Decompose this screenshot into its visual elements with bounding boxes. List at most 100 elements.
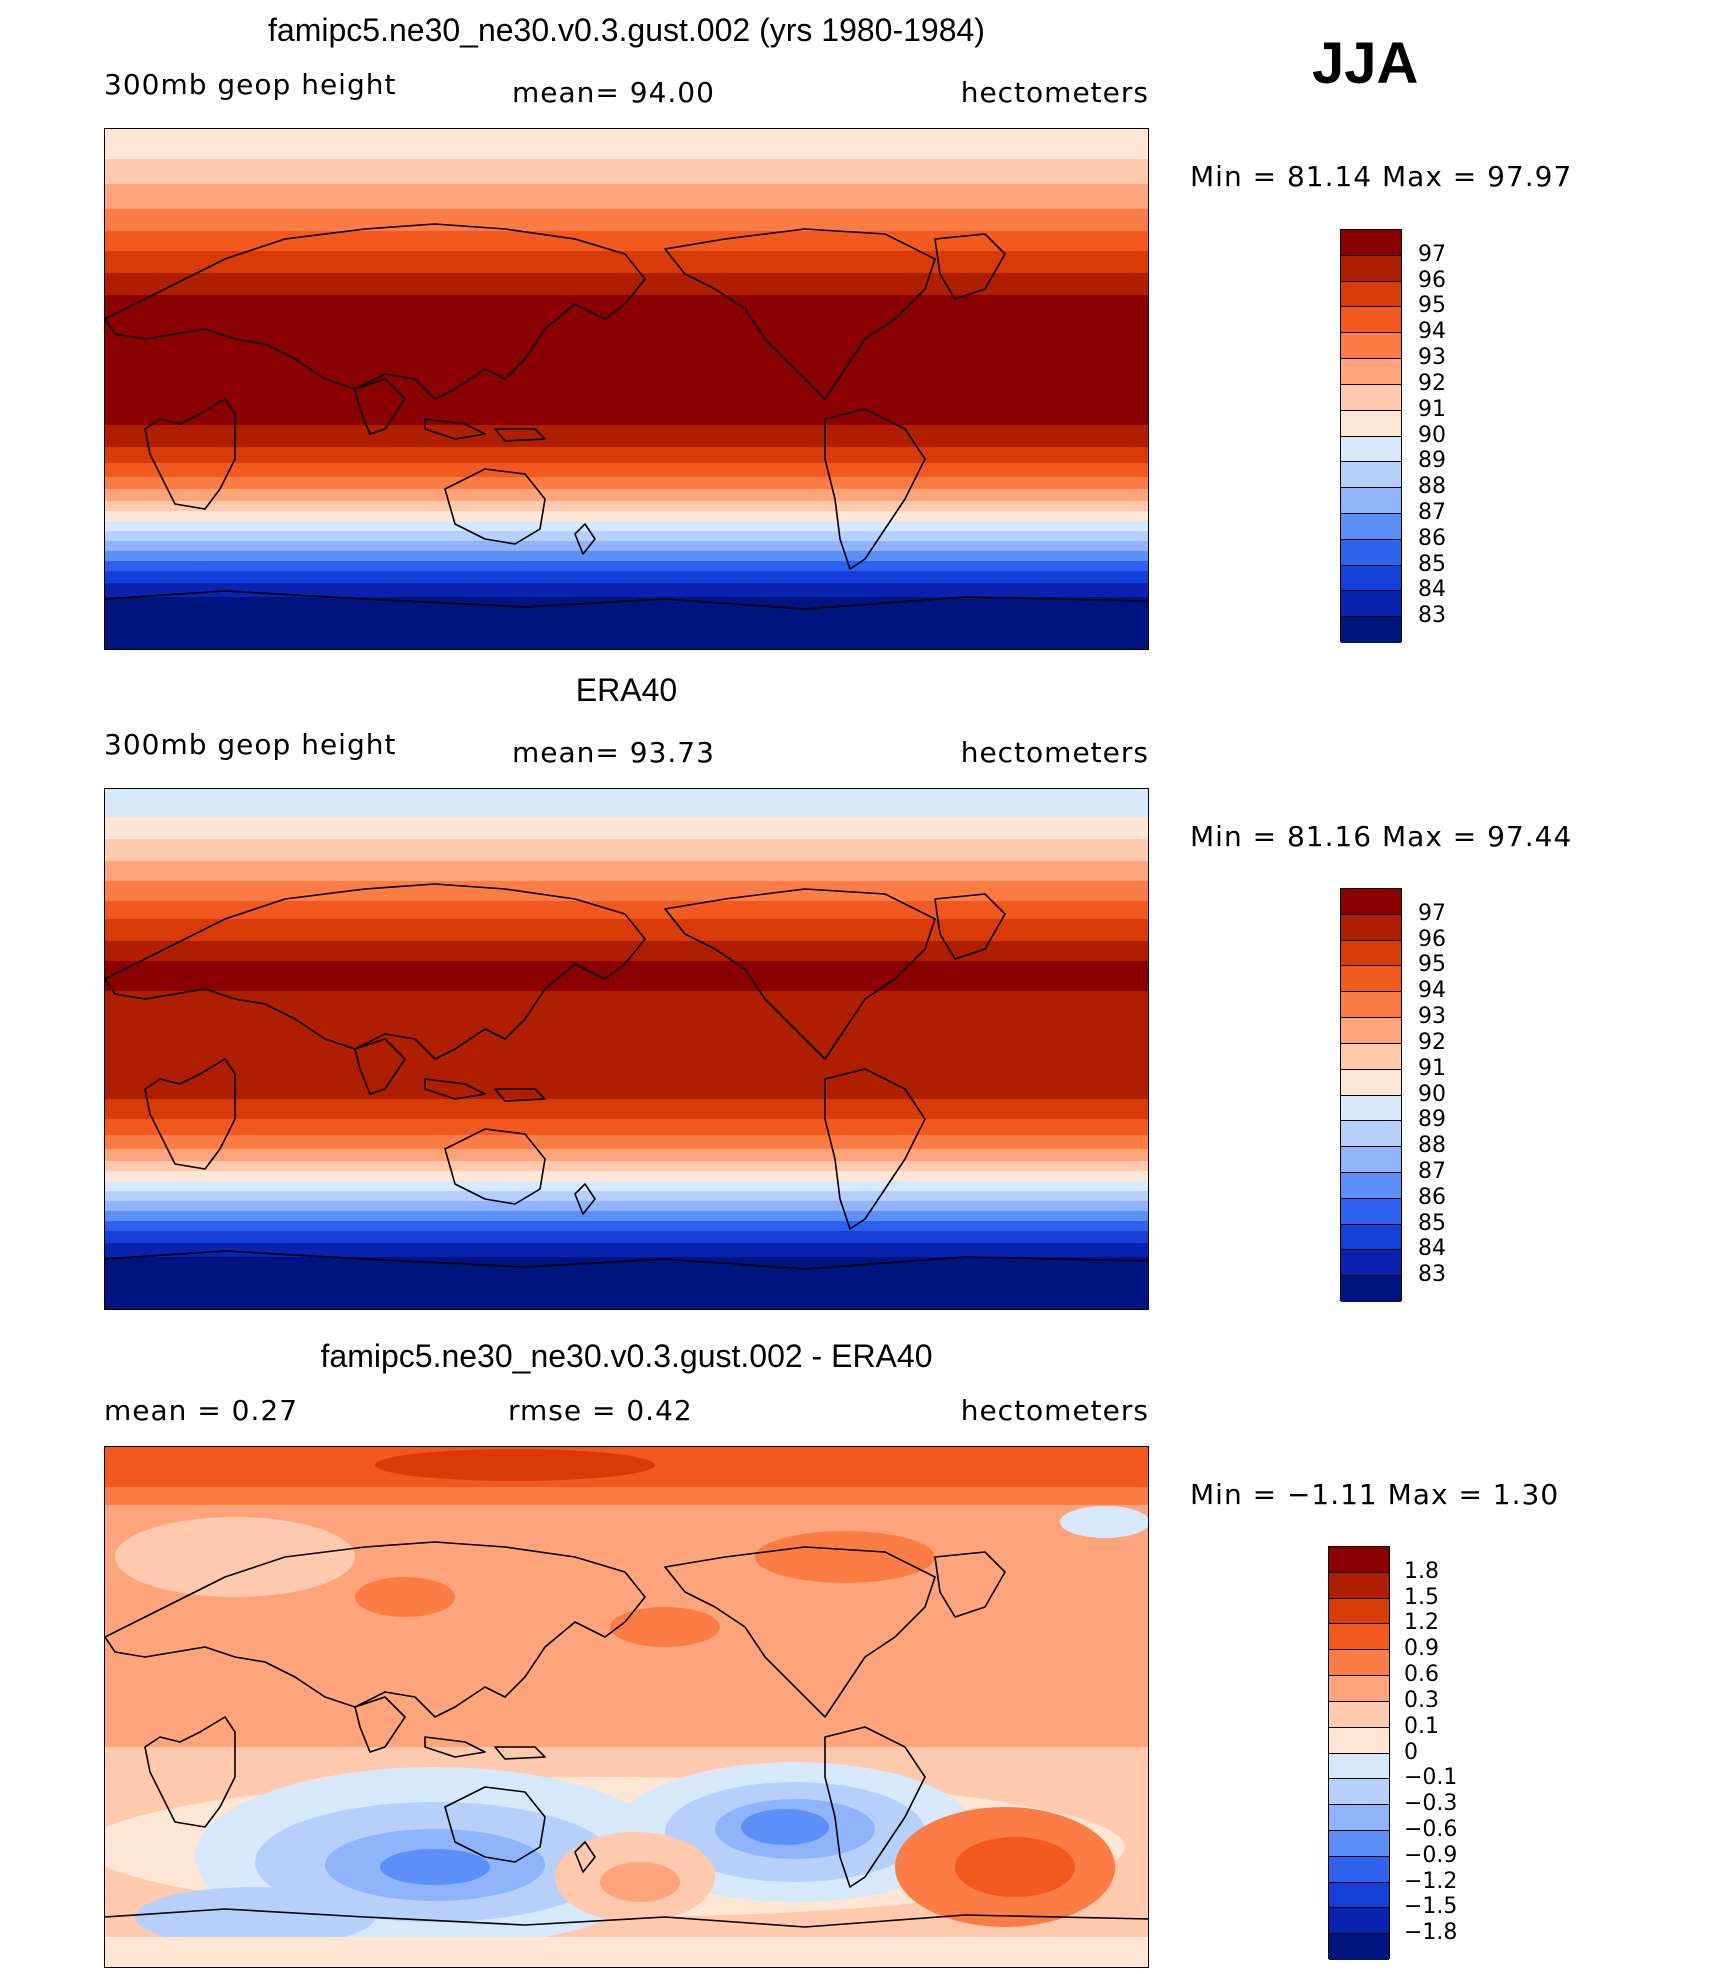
- colorbar-swatch: [1341, 307, 1401, 334]
- panel-3-map: [104, 1446, 1149, 1968]
- contour-band: [105, 881, 1148, 901]
- colorbar-tick-label: 83: [1418, 603, 1446, 629]
- colorbar-swatch: [1341, 1121, 1401, 1148]
- colorbar-tick-label: −0.1: [1404, 1765, 1458, 1791]
- contour-band: [105, 789, 1148, 817]
- colorbar-tick-label: 94: [1418, 319, 1446, 345]
- coastline: [664, 888, 936, 1060]
- colorbar-tick-label: 97: [1418, 900, 1446, 926]
- colorbar-swatch: [1329, 1650, 1389, 1677]
- coastline: [494, 1746, 546, 1760]
- colorbar-tick-label: 1.8: [1404, 1558, 1439, 1584]
- panel-1-variable-label: 300mb geop height: [104, 68, 397, 101]
- contour-band: [105, 129, 1148, 159]
- panel-3-colorbar: [1328, 1546, 1390, 1960]
- contour-band: [105, 1161, 1148, 1171]
- coastline: [824, 1726, 926, 1888]
- colorbar-swatch: [1341, 255, 1401, 282]
- contour-band: [105, 1201, 1148, 1211]
- colorbar-swatch: [1341, 914, 1401, 941]
- coastline: [105, 1250, 1148, 1270]
- contour-band: [105, 1119, 1148, 1135]
- contour-band: [105, 583, 1148, 597]
- panel-2-minmax: Min = 81.16 Max = 97.44: [1190, 820, 1573, 853]
- colorbar-tick-label: 95: [1418, 293, 1446, 319]
- contour-band: [105, 839, 1148, 861]
- contour-region: [115, 1517, 355, 1597]
- contour-region: [105, 1487, 1148, 1505]
- colorbar-swatch: [1329, 1701, 1389, 1728]
- colorbar-tick-label: −0.9: [1404, 1842, 1458, 1868]
- contour-band: [105, 561, 1148, 571]
- colorbar-swatch: [1341, 1276, 1401, 1302]
- colorbar-swatch: [1341, 1018, 1401, 1044]
- panel-1-map: [104, 128, 1149, 650]
- contour-region: [380, 1849, 490, 1885]
- contour-region: [1060, 1506, 1148, 1538]
- colorbar-tick-label: 1.2: [1404, 1610, 1439, 1636]
- contour-band: [105, 1149, 1148, 1161]
- colorbar-swatch: [1341, 1043, 1401, 1070]
- colorbar-swatch: [1329, 1856, 1389, 1883]
- colorbar-swatch: [1341, 1172, 1401, 1199]
- colorbar-swatch: [1341, 410, 1401, 437]
- colorbar-tick-label: 0.9: [1404, 1636, 1439, 1662]
- contour-band: [105, 511, 1148, 521]
- contour-band: [105, 1191, 1148, 1201]
- contour-region: [600, 1862, 680, 1902]
- colorbar-tick-label: 97: [1418, 241, 1446, 267]
- coastline: [494, 1088, 546, 1102]
- colorbar-tick-label: 0.1: [1404, 1713, 1439, 1739]
- panel-2-map: [104, 788, 1149, 1310]
- colorbar-tick-label: −0.6: [1404, 1816, 1458, 1842]
- contour-band: [105, 1171, 1148, 1181]
- coastline: [354, 378, 406, 435]
- contour-region: [755, 1531, 935, 1583]
- panel-1-minmax: Min = 81.14 Max = 97.97: [1190, 160, 1573, 193]
- contour-band: [105, 1243, 1148, 1257]
- coastline: [105, 883, 646, 1060]
- colorbar-swatch: [1329, 1908, 1389, 1935]
- colorbar-tick-label: −1.5: [1404, 1894, 1458, 1920]
- contour-band: [105, 295, 1148, 425]
- colorbar-swatch: [1341, 889, 1401, 915]
- coastline: [444, 468, 546, 545]
- colorbar-swatch: [1341, 1224, 1401, 1251]
- colorbar-swatch: [1341, 1198, 1401, 1225]
- contour-band: [105, 991, 1148, 1099]
- contour-region: [955, 1837, 1075, 1897]
- panel-3-rmse-label: rmse = 0.42: [508, 1394, 693, 1427]
- colorbar-tick-label: 87: [1418, 1158, 1446, 1184]
- contour-band: [105, 817, 1148, 839]
- colorbar-tick-label: 94: [1418, 978, 1446, 1004]
- colorbar-swatch: [1341, 333, 1401, 360]
- colorbar-tick-label: 92: [1418, 370, 1446, 396]
- colorbar-swatch: [1329, 1805, 1389, 1831]
- contour-band: [105, 184, 1148, 209]
- colorbar-tick-label: −1.2: [1404, 1868, 1458, 1894]
- colorbar-swatch: [1341, 992, 1401, 1019]
- contour-band: [105, 1135, 1148, 1149]
- coastline: [494, 428, 546, 442]
- colorbar-swatch: [1329, 1727, 1389, 1754]
- coastline: [105, 1541, 646, 1718]
- colorbar-swatch: [1329, 1572, 1389, 1599]
- panel-1-colorbar: [1340, 229, 1402, 643]
- panel-3-mean-label: mean = 0.27: [104, 1394, 299, 1427]
- coastline: [424, 1078, 486, 1100]
- colorbar-tick-label: 91: [1418, 396, 1446, 422]
- colorbar-swatch: [1341, 462, 1401, 489]
- panel-3-minmax: Min = −1.11 Max = 1.30: [1190, 1478, 1560, 1511]
- contour-band: [105, 861, 1148, 881]
- colorbar-swatch: [1329, 1676, 1389, 1702]
- panel-1-title: famipc5.ne30_ne30.v0.3.gust.002 (yrs 198…: [268, 12, 985, 48]
- contour-band: [105, 425, 1148, 447]
- colorbar-tick-label: 90: [1418, 422, 1446, 448]
- coastline: [424, 418, 486, 440]
- colorbar-swatch: [1341, 565, 1401, 592]
- colorbar-swatch: [1341, 617, 1401, 643]
- colorbar-tick-label: 88: [1418, 474, 1446, 500]
- coastline: [824, 1068, 926, 1230]
- colorbar-swatch: [1329, 1830, 1389, 1857]
- panel-3-title: famipc5.ne30_ne30.v0.3.gust.002 - ERA40: [320, 1338, 933, 1374]
